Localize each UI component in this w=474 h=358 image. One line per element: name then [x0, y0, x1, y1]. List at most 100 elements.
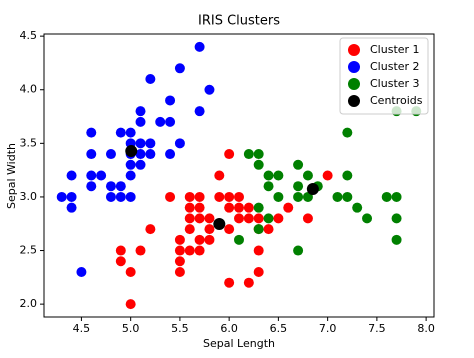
point [165, 116, 176, 127]
point [174, 63, 185, 74]
x-tick-label: 8.0 [417, 322, 435, 335]
legend-label: Centroids [370, 94, 423, 107]
point [302, 170, 313, 181]
point [204, 84, 215, 95]
point [194, 106, 205, 117]
point [224, 224, 235, 235]
point [115, 127, 126, 138]
point [352, 202, 363, 213]
point [66, 191, 77, 202]
x-tick-label: 5.5 [171, 322, 189, 335]
point [125, 299, 136, 310]
point [165, 149, 176, 160]
point [115, 181, 126, 192]
point [253, 149, 264, 160]
point [224, 149, 235, 160]
point [253, 245, 264, 256]
y-tick-label: 4.0 [20, 83, 38, 96]
x-tick-label: 5.0 [122, 322, 140, 335]
y-tick-label: 3.0 [20, 190, 38, 203]
point [253, 224, 264, 235]
point [135, 116, 146, 127]
y-tick-label: 4.5 [20, 29, 38, 42]
point [76, 266, 87, 277]
point [342, 191, 353, 202]
point [135, 106, 146, 117]
point [66, 202, 77, 213]
centroid [213, 217, 226, 230]
legend: Cluster 1 Cluster 2 Cluster 3 Centroids [339, 37, 429, 115]
point [125, 191, 136, 202]
x-tick-label: 7.0 [319, 322, 337, 335]
legend-marker [348, 61, 360, 73]
point [224, 191, 235, 202]
point [184, 213, 195, 224]
point [293, 191, 304, 202]
point [174, 245, 185, 256]
point [86, 127, 97, 138]
point [125, 127, 136, 138]
point [273, 170, 284, 181]
point [135, 138, 146, 149]
point [302, 213, 313, 224]
point [243, 277, 254, 288]
point [145, 224, 156, 235]
point [293, 181, 304, 192]
point [273, 213, 284, 224]
x-axis-label: Sepal Length [203, 337, 275, 350]
point [125, 159, 136, 170]
point [214, 191, 225, 202]
legend-marker [348, 44, 360, 56]
point [66, 170, 77, 181]
point [174, 256, 185, 267]
point [86, 181, 97, 192]
legend-marker [348, 95, 360, 107]
point [234, 234, 244, 245]
point [174, 266, 185, 277]
point [86, 149, 97, 160]
x-tick-label: 4.5 [73, 322, 91, 335]
point [194, 213, 205, 224]
plot-frame [43, 33, 435, 318]
point [115, 256, 126, 267]
point [332, 191, 343, 202]
x-tick-label: 6.0 [220, 322, 238, 335]
chart-title: IRIS Clusters [198, 14, 280, 29]
point [263, 213, 274, 224]
point [86, 170, 97, 181]
point [165, 95, 176, 106]
point [391, 234, 402, 245]
point [391, 213, 402, 224]
legend-box [339, 37, 429, 115]
point [243, 149, 254, 160]
legend-label: Cluster 2 [370, 60, 420, 73]
point [115, 191, 126, 202]
point [125, 266, 136, 277]
point [362, 213, 373, 224]
point [135, 245, 146, 256]
point [243, 202, 254, 213]
point [184, 224, 195, 235]
point [174, 234, 185, 245]
point [174, 138, 185, 149]
legend-label: Cluster 3 [370, 77, 420, 90]
y-tick-label: 2.0 [20, 297, 38, 310]
point [204, 224, 215, 235]
point [194, 202, 205, 213]
point [194, 234, 205, 245]
point [381, 191, 392, 202]
point [214, 170, 225, 181]
point [273, 191, 284, 202]
point [194, 41, 205, 52]
point [391, 191, 402, 202]
point [194, 245, 205, 256]
point [96, 170, 107, 181]
point [293, 245, 304, 256]
point [234, 213, 244, 224]
point [135, 159, 146, 170]
point [263, 224, 274, 235]
legend-marker [348, 78, 360, 90]
point [204, 213, 215, 224]
point [342, 127, 353, 138]
point [184, 202, 195, 213]
